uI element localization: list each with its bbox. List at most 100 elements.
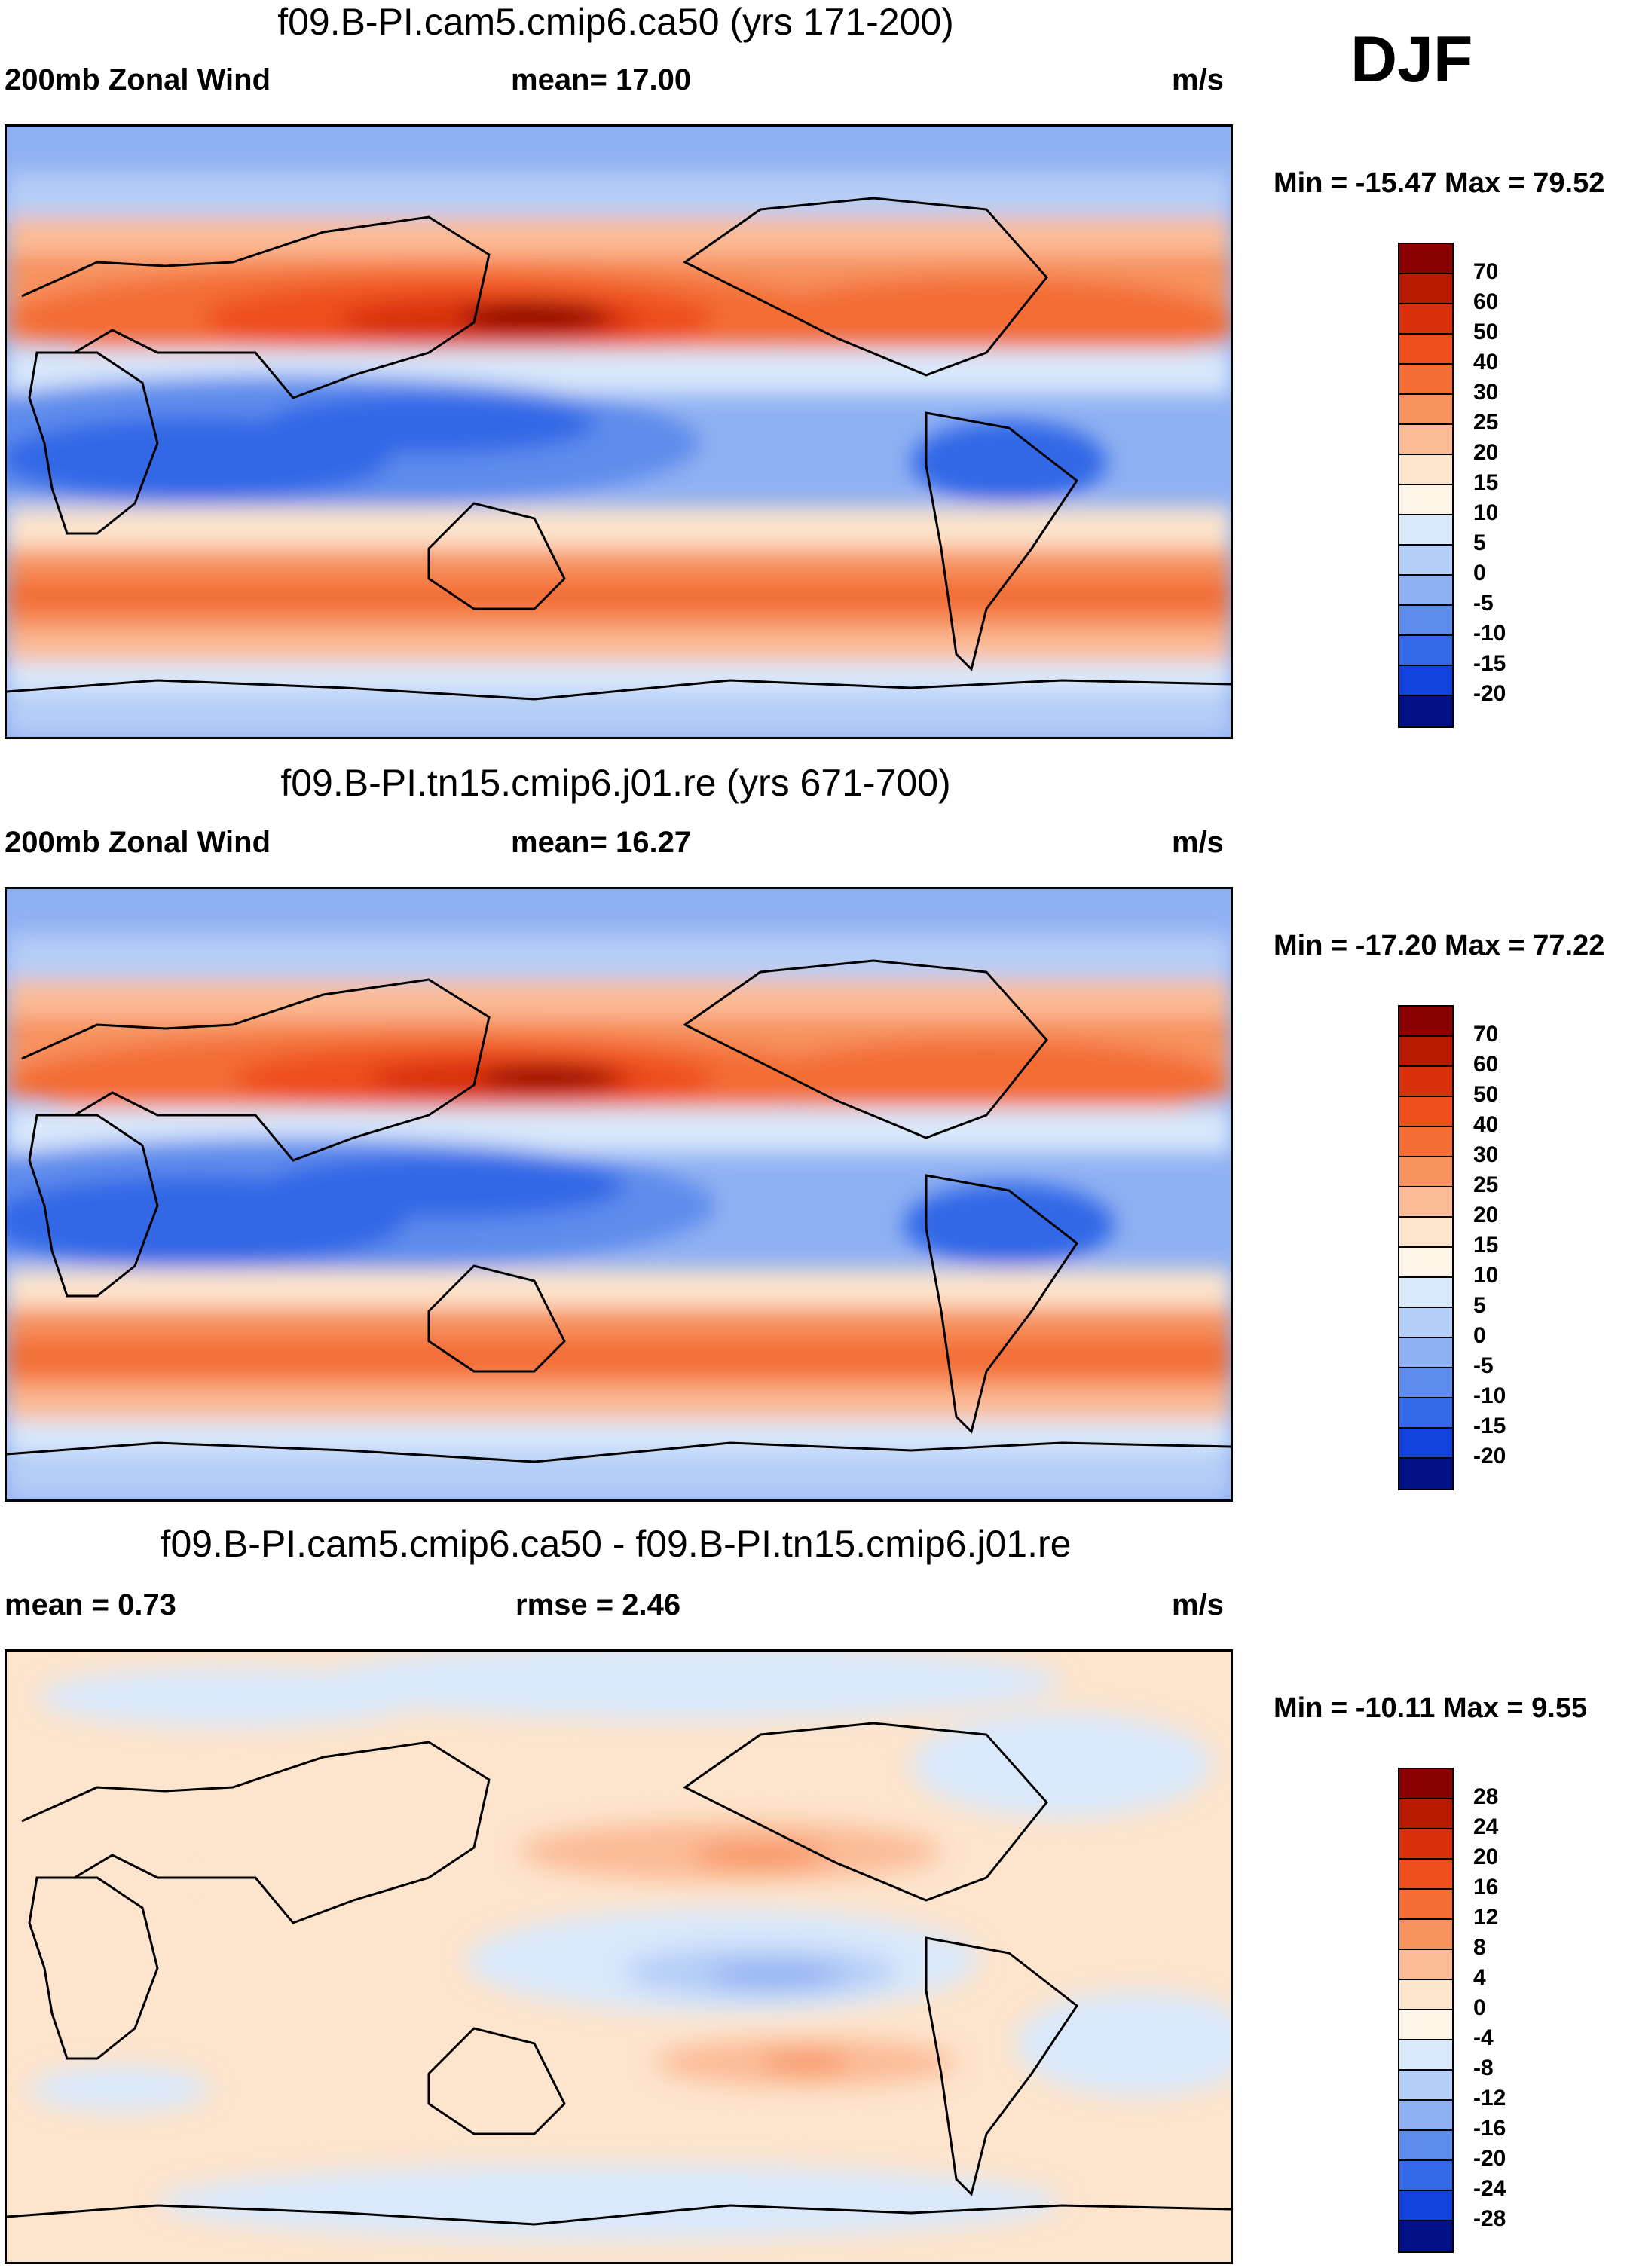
panel3-cbar-swatch xyxy=(1399,1769,1452,1799)
panel2-cbar-swatch xyxy=(1399,1097,1452,1127)
panel3-cbar-tick: -20 xyxy=(1473,2146,1506,2171)
panel2-cbar-swatch xyxy=(1399,1127,1452,1157)
panel1-map xyxy=(5,124,1233,739)
panel1-cbar-swatch xyxy=(1399,395,1452,425)
panel2-colorbar xyxy=(1398,1005,1454,1490)
panel1-cbar-swatch xyxy=(1399,455,1452,485)
panel2-cbar-swatch xyxy=(1399,1218,1452,1248)
panel2-cbar-tick: -15 xyxy=(1473,1414,1506,1438)
panel3-cbar-swatch xyxy=(1399,1829,1452,1860)
panel2-cbar-swatch xyxy=(1399,1308,1452,1338)
panel2-cbar-tick: -20 xyxy=(1473,1444,1506,1469)
panel1-variable-label: 200mb Zonal Wind xyxy=(5,63,271,96)
panel2-variable-label: 200mb Zonal Wind xyxy=(5,826,271,859)
panel2-units: m/s xyxy=(1172,826,1224,859)
panel1-cbar-swatch xyxy=(1399,636,1452,666)
panel3-cbar-tick: 0 xyxy=(1473,1995,1486,2020)
panel2-cbar-swatch xyxy=(1399,1368,1452,1398)
panel2-cbar-tick: 60 xyxy=(1473,1052,1499,1077)
panel1-cbar-tick: -15 xyxy=(1473,651,1506,676)
panel2-cbar-swatch xyxy=(1399,1007,1452,1037)
panel2-cbar-tick: 10 xyxy=(1473,1263,1499,1288)
panel1-cbar-swatch xyxy=(1399,244,1452,274)
panel2-cbar-swatch xyxy=(1399,1187,1452,1218)
panel1-cbar-tick: 50 xyxy=(1473,319,1499,344)
panel1-cbar-tick: 70 xyxy=(1473,259,1499,284)
panel3-rmse-label: rmse = 2.46 xyxy=(515,1588,681,1622)
panel3-cbar-tick: -24 xyxy=(1473,2176,1506,2201)
panel3-cbar-swatch xyxy=(1399,2040,1452,2071)
panel3-cbar-tick: -16 xyxy=(1473,2116,1506,2141)
panel1-cbar-tick: -10 xyxy=(1473,621,1506,646)
panel2-cbar-swatch xyxy=(1399,1398,1452,1429)
panel1-units: m/s xyxy=(1172,63,1224,96)
panel2-cbar-tick: 25 xyxy=(1473,1172,1499,1197)
panel3-cbar-swatch xyxy=(1399,2071,1452,2101)
panel2-cbar-tick: 0 xyxy=(1473,1323,1486,1348)
panel2-cbar-swatch xyxy=(1399,1067,1452,1097)
panel1-cbar-swatch xyxy=(1399,485,1452,515)
panel3-cbar-tick: 16 xyxy=(1473,1875,1499,1900)
panel2-cbar-tick: 5 xyxy=(1473,1293,1486,1318)
panel2-cbar-swatch xyxy=(1399,1459,1452,1489)
panel2-cbar-swatch xyxy=(1399,1429,1452,1459)
panel1-colorbar xyxy=(1398,243,1454,728)
panel1-cbar-tick: 30 xyxy=(1473,380,1499,405)
panel3-cbar-tick: -12 xyxy=(1473,2086,1506,2111)
panel3-cbar-tick: 8 xyxy=(1473,1935,1486,1960)
panel1-cbar-swatch xyxy=(1399,515,1452,546)
panel2-cbar-tick: -10 xyxy=(1473,1383,1506,1408)
panel3-minmax: Min = -10.11 Max = 9.55 xyxy=(1274,1692,1588,1724)
panel1-minmax: Min = -15.47 Max = 79.52 xyxy=(1274,167,1605,199)
panel2-cbar-swatch xyxy=(1399,1278,1452,1308)
panel3-cbar-tick: -4 xyxy=(1473,2025,1494,2050)
panel3-cbar-swatch xyxy=(1399,2131,1452,2161)
panel1-cbar-swatch xyxy=(1399,576,1452,606)
panel2-cbar-tick: 20 xyxy=(1473,1203,1499,1227)
panel1-cbar-swatch xyxy=(1399,425,1452,455)
panel1-cbar-tick: 60 xyxy=(1473,289,1499,314)
panel3-cbar-swatch xyxy=(1399,2221,1452,2251)
season-label: DJF xyxy=(1350,23,1473,96)
panel1-cbar-swatch xyxy=(1399,365,1452,395)
panel1-cbar-swatch xyxy=(1399,335,1452,365)
panel2-title: f09.B-PI.tn15.cmip6.j01.re (yrs 671-700) xyxy=(280,762,951,804)
panel3-cbar-tick: 24 xyxy=(1473,1814,1499,1839)
panel3-cbar-swatch xyxy=(1399,2161,1452,2191)
panel3-cbar-swatch xyxy=(1399,1860,1452,1890)
panel1-cbar-tick: 5 xyxy=(1473,530,1486,555)
panel1-cbar-swatch xyxy=(1399,304,1452,335)
panel3-cbar-swatch xyxy=(1399,2191,1452,2221)
panel3-cbar-swatch xyxy=(1399,2101,1452,2131)
panel1-cbar-tick: -20 xyxy=(1473,681,1506,706)
panel3-cbar-tick: 4 xyxy=(1473,1965,1486,1990)
panel3-cbar-tick: 28 xyxy=(1473,1784,1499,1809)
panel1-cbar-tick: -5 xyxy=(1473,591,1494,616)
panel3-cbar-swatch xyxy=(1399,1890,1452,1920)
panel3-map xyxy=(5,1649,1233,2264)
panel1-cbar-tick: 40 xyxy=(1473,350,1499,374)
panel1-cbar-swatch xyxy=(1399,546,1452,576)
panel1-cbar-swatch xyxy=(1399,606,1452,636)
panel3-units: m/s xyxy=(1172,1588,1224,1622)
panel1-cbar-tick: 20 xyxy=(1473,440,1499,465)
panel2-cbar-swatch xyxy=(1399,1248,1452,1278)
panel3-cbar-tick: 20 xyxy=(1473,1845,1499,1869)
panel3-cbar-tick: -8 xyxy=(1473,2056,1494,2080)
panel2-cbar-tick: -5 xyxy=(1473,1353,1494,1378)
panel2-cbar-swatch xyxy=(1399,1157,1452,1187)
panel2-minmax: Min = -17.20 Max = 77.22 xyxy=(1274,930,1605,961)
panel3-cbar-tick: -28 xyxy=(1473,2206,1506,2231)
panel3-cbar-swatch xyxy=(1399,1980,1452,2010)
panel2-cbar-swatch xyxy=(1399,1338,1452,1368)
panel1-cbar-swatch xyxy=(1399,666,1452,696)
panel3-colorbar xyxy=(1398,1768,1454,2253)
panel1-cbar-tick: 0 xyxy=(1473,561,1486,585)
panel3-cbar-swatch xyxy=(1399,1950,1452,1980)
panel3-title: f09.B-PI.cam5.cmip6.ca50 - f09.B-PI.tn15… xyxy=(160,1523,1072,1565)
panel2-cbar-tick: 15 xyxy=(1473,1233,1499,1258)
panel3-cbar-swatch xyxy=(1399,1920,1452,1950)
panel2-map xyxy=(5,887,1233,1502)
panel2-cbar-swatch xyxy=(1399,1037,1452,1067)
panel1-cbar-tick: 15 xyxy=(1473,470,1499,495)
